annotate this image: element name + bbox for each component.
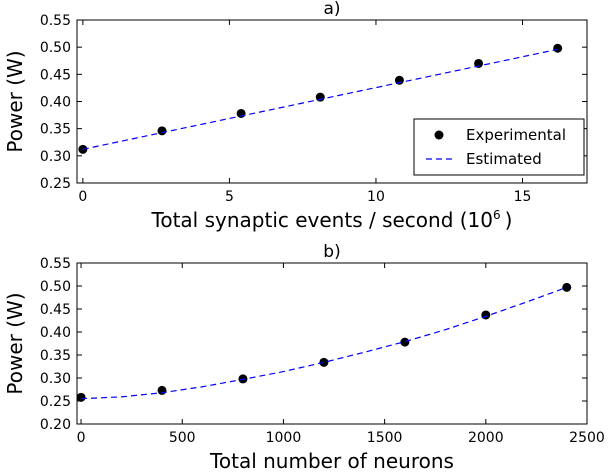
b-y-tick-label: 0.40 xyxy=(40,325,71,341)
legend-marker-experimental xyxy=(434,130,444,140)
a-y-tick-label: 0.40 xyxy=(40,95,71,111)
b-y-tick-label: 0.35 xyxy=(40,348,71,364)
a-y-tick-label: 0.35 xyxy=(40,122,71,138)
a-x-tick-label: 0 xyxy=(78,189,87,205)
a-experimental-point xyxy=(157,126,167,136)
a-x-tick-label: 15 xyxy=(514,189,532,205)
b-estimated-line xyxy=(81,286,567,400)
b-y-tick-label: 0.50 xyxy=(40,279,71,295)
a-y-tick-label: 0.25 xyxy=(40,176,71,192)
b-y-tick-label: 0.30 xyxy=(40,371,71,387)
a-y-tick-label: 0.50 xyxy=(40,40,71,56)
a-x-tick-label: 5 xyxy=(225,189,234,205)
b-chart-title: b) xyxy=(323,242,340,262)
a-x-axis-label: Total synaptic events / second (106) xyxy=(151,208,513,232)
b-y-tick-label: 0.25 xyxy=(40,394,71,410)
b-experimental-point xyxy=(157,385,167,395)
a-experimental-point xyxy=(315,92,325,102)
b-x-axis-label: Total number of neurons xyxy=(209,449,454,473)
b-x-tick-label: 2000 xyxy=(468,430,504,446)
a-x-tick-label: 10 xyxy=(367,189,385,205)
a-y-axis-label: Power (W) xyxy=(3,50,27,152)
a-experimental-point xyxy=(474,58,484,68)
b-experimental-point xyxy=(400,337,410,347)
legend-label-estimated: Estimated xyxy=(466,150,542,168)
legend-box xyxy=(413,118,585,176)
b-y-tick-label: 0.55 xyxy=(40,256,71,272)
a-chart-title: a) xyxy=(323,0,340,19)
b-y-tick-label: 0.20 xyxy=(40,417,71,433)
b-experimental-point xyxy=(562,282,572,292)
b-experimental-point xyxy=(76,392,86,402)
a-x-axis-label-text: Total synaptic events / second (10 xyxy=(151,208,493,232)
chart-b: b) 0.20 0.25 0.30 0.35 0.40 0.45 0.50 0.55 0 500 10… xyxy=(3,242,605,473)
b-experimental-point xyxy=(481,310,491,320)
legend: Experimental Estimated xyxy=(413,118,585,176)
chart-a: a)0.250.300.350.400.450.500.550 5 10 15Tota… xyxy=(3,0,588,232)
a-plot-frame xyxy=(76,19,588,184)
b-y-axis-label: Power (W) xyxy=(3,292,27,394)
b-x-tick-label: 2500 xyxy=(569,430,605,446)
a-y-tick-label: 0.45 xyxy=(40,67,71,83)
a-x-axis-label-suffix: ) xyxy=(505,208,513,232)
b-x-tick-label: 500 xyxy=(169,430,196,446)
a-experimental-point xyxy=(553,43,563,53)
a-x-axis-label-sup: 6 xyxy=(493,208,501,222)
a-estimated-line xyxy=(82,48,558,150)
a-y-tick-label: 0.55 xyxy=(40,13,71,29)
a-experimental-point xyxy=(236,108,246,118)
b-x-tick-label: 0 xyxy=(77,430,86,446)
a-y-tick-label: 0.30 xyxy=(40,149,71,165)
b-x-tick-label: 1500 xyxy=(367,430,403,446)
b-x-axis-label-text: Total number of neurons xyxy=(209,449,454,473)
b-x-tick-label: 1000 xyxy=(266,430,302,446)
legend-label-experimental: Experimental xyxy=(466,126,566,144)
b-plot-frame xyxy=(76,262,588,425)
b-y-tick-label: 0.45 xyxy=(40,302,71,318)
